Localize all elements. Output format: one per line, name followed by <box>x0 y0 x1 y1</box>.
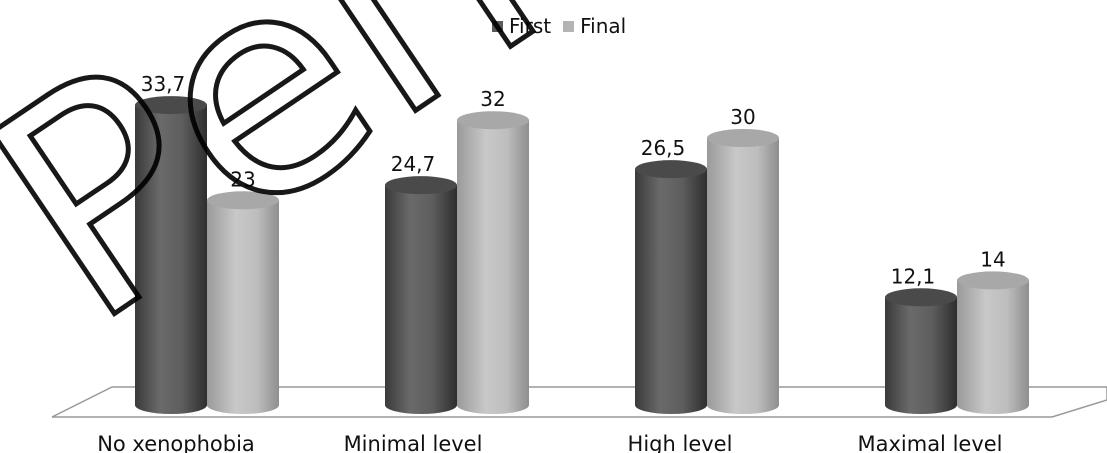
value-label-final-3: 14 <box>980 247 1005 271</box>
bar-top <box>707 129 779 147</box>
value-label-first-0: 33,7 <box>141 72 186 96</box>
bar-first-0 <box>135 96 207 414</box>
bar-first-1 <box>385 176 457 414</box>
bar-top <box>135 96 207 115</box>
bar-final-2 <box>707 129 779 414</box>
category-label-0: No xenophobia <box>97 432 255 453</box>
value-label-first-2: 26,5 <box>641 136 686 160</box>
value-label-first-1: 24,7 <box>391 152 436 176</box>
legend: First Final <box>492 14 638 38</box>
bar-body <box>635 169 707 414</box>
bar-first-2 <box>635 160 707 414</box>
bar-top <box>635 160 707 179</box>
legend-label-final: Final <box>580 14 627 38</box>
bar-top <box>457 111 529 130</box>
value-label-final-2: 30 <box>730 105 755 129</box>
bar-body <box>385 185 457 414</box>
bar-body <box>207 200 279 414</box>
bar-top <box>885 288 957 307</box>
legend-item-final: Final <box>563 14 626 38</box>
category-labels-group: No xenophobia Minimal level High level Maxi… <box>97 432 1002 453</box>
bar-final-3 <box>957 271 1029 414</box>
legend-swatch-first <box>492 20 503 32</box>
bar-body <box>885 297 957 414</box>
category-label-3: Maximal level <box>857 432 1002 453</box>
bar-body <box>957 280 1029 414</box>
legend-swatch-final <box>563 20 575 32</box>
bar-top <box>385 176 457 195</box>
bar-body <box>135 105 207 414</box>
legend-label-first: First <box>509 14 552 38</box>
legend-item-first: First <box>492 14 551 38</box>
bar-top <box>957 271 1029 290</box>
bar-final-0 <box>207 191 279 414</box>
bar-body <box>707 138 779 414</box>
bar-top <box>207 191 279 210</box>
bars-group <box>135 96 1029 414</box>
value-labels-group: 33,7 23 24,7 32 26,5 30 12,1 14 <box>141 72 1006 288</box>
bar-body <box>457 120 529 414</box>
bar-first-3 <box>885 288 957 414</box>
value-label-final-1: 32 <box>480 87 505 111</box>
value-label-first-3: 12,1 <box>891 264 936 288</box>
bar-final-1 <box>457 111 529 414</box>
value-label-final-0: 23 <box>230 167 255 191</box>
category-label-2: High level <box>628 432 733 453</box>
category-label-1: Minimal level <box>344 432 483 453</box>
